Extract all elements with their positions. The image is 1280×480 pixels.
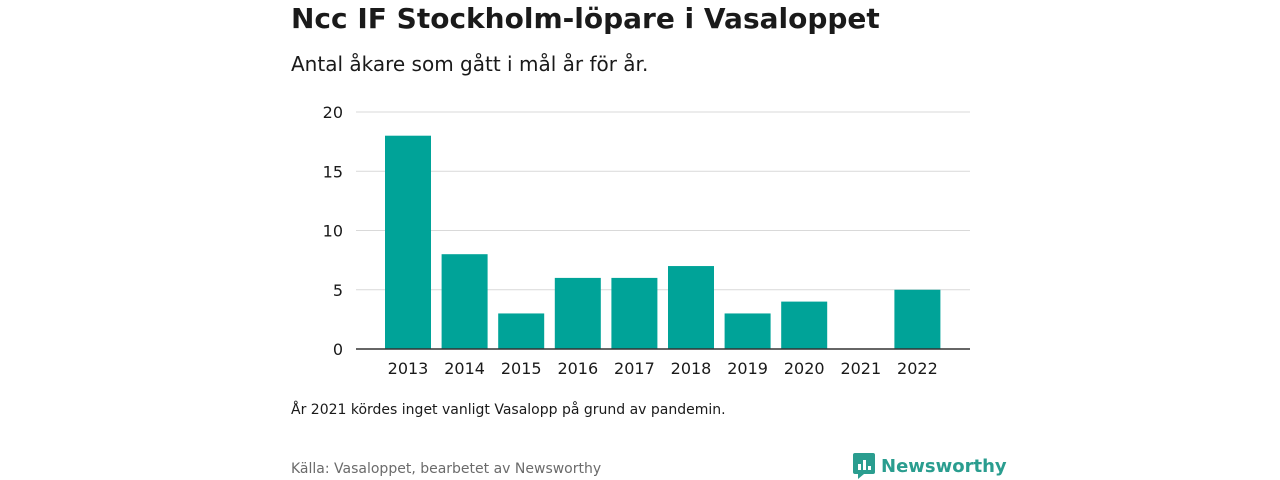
bar-chart: 0 5 10 15 20 2013 2014 2015 2016 2017 2018 2019 202… (323, 103, 970, 378)
x-tick-label: 2013 (388, 359, 429, 378)
bar-2017 (611, 277, 658, 349)
source-credit: Källa: Vasaloppet, bearbetet av Newswort… (291, 461, 602, 477)
bar-2016 (554, 277, 601, 349)
chart-title: Ncc IF Stockholm-löpare i Vasaloppet (291, 2, 880, 35)
bar-2014 (441, 254, 488, 349)
bars (385, 135, 941, 349)
x-tick-label: 2022 (897, 359, 938, 378)
x-tick-label: 2020 (784, 359, 825, 378)
chart-subtitle: Antal åkare som gått i mål år för år. (291, 52, 649, 76)
y-tick-label: 10 (323, 222, 343, 241)
bar-2013 (385, 135, 431, 349)
x-tick-label: 2014 (444, 359, 485, 378)
bar-2018 (668, 266, 714, 349)
x-axis-ticks: 2013 2014 2015 2016 2017 2018 2019 2020 2021 2022 (388, 359, 938, 378)
bar-2022 (894, 289, 941, 349)
x-tick-label: 2016 (557, 359, 598, 378)
x-tick-label: 2021 (840, 359, 881, 378)
chart-note: År 2021 kördes inget vanligt Vasalopp på… (291, 402, 726, 418)
x-tick-label: 2017 (614, 359, 655, 378)
y-axis-ticks: 0 5 10 15 20 (323, 103, 343, 359)
bar-2015 (498, 313, 545, 349)
y-tick-label: 15 (323, 162, 343, 181)
x-tick-label: 2015 (501, 359, 542, 378)
newsworthy-logo-icon (853, 453, 875, 479)
bar-2020 (781, 301, 828, 349)
y-tick-label: 0 (333, 340, 343, 359)
brand-name: Newsworthy (881, 455, 1007, 477)
y-tick-label: 20 (323, 103, 343, 122)
newsworthy-logo[interactable]: Newsworthy (853, 453, 1007, 479)
bar-2019 (724, 313, 771, 349)
y-tick-label: 5 (333, 281, 343, 300)
x-tick-label: 2018 (671, 359, 712, 378)
x-tick-label: 2019 (727, 359, 768, 378)
